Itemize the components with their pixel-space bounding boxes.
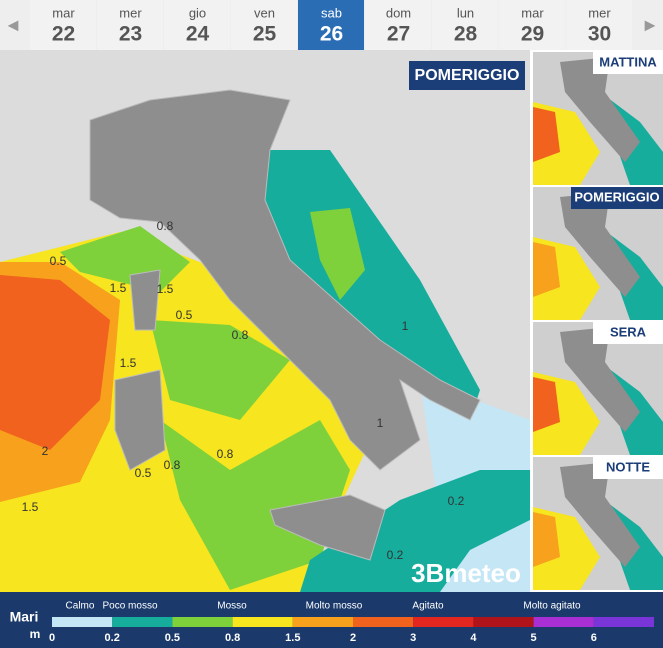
day-tab[interactable] [30,0,96,50]
legend-swatch [353,617,414,627]
day-number: 27 [387,23,410,46]
day-number: 22 [52,23,75,46]
contour-label: 1.5 [110,281,127,295]
thumb-land [560,192,640,297]
legend-class: Molto mosso [306,601,363,612]
contour-label: 0.5 [176,308,193,322]
day-number: 25 [253,23,277,46]
legend-title: Mari [10,609,39,625]
thumb-label: MATTINA [599,54,657,69]
day-tab[interactable] [566,0,632,50]
legend-swatch [172,617,233,627]
contour-label: 0.8 [217,447,234,461]
thumb-label: NOTTE [606,459,650,474]
legend-swatch [292,617,353,627]
day-tab[interactable] [432,0,498,50]
period-label: POMERIGGIO [415,67,520,84]
weekday: gio [189,5,206,20]
legend-unit: m [30,627,41,641]
contour-label: 0.8 [232,328,249,342]
day-tab[interactable] [231,0,297,50]
contour-label: 0.8 [157,219,174,233]
contour-label: 1.5 [22,500,39,514]
weekday: lun [457,5,474,20]
prev-arrow[interactable]: ◀ [8,17,19,33]
day-tab[interactable] [499,0,565,50]
main-map [0,50,530,592]
contour-label: 0.2 [448,494,465,508]
contour-label: 1 [402,319,409,333]
day-number: 24 [186,23,210,46]
contour-label: 1 [377,416,384,430]
legend-class: Mosso [217,601,247,612]
day-number: 29 [521,23,544,46]
day-number: 30 [588,23,611,46]
weekday: mar [521,5,544,20]
legend-swatch [593,617,654,627]
legend-tick: 6 [591,632,597,644]
contour-label: 0.2 [387,548,404,562]
legend-tick: 2 [350,632,356,644]
contour-label: 1.5 [120,356,137,370]
legend-swatch [533,617,594,627]
period-badge [409,61,525,90]
day-tab[interactable] [164,0,230,50]
legend-tick: 0.8 [225,632,240,644]
thumb-label: SERA [610,324,647,339]
legend-tick: 0.2 [105,632,120,644]
day-number: 28 [454,23,478,46]
weekday: mer [588,5,611,20]
legend-swatch [232,617,293,627]
legend-class: Calmo [66,601,95,612]
day-number: 26 [320,23,343,46]
legend-tick: 3 [410,632,416,644]
thumb-sea [533,107,560,162]
legend-tick: 5 [531,632,537,644]
legend-tick: 1.5 [285,632,300,644]
legend-class: Poco mosso [102,601,157,612]
thumb-land [560,462,640,567]
legend-tick: 0.5 [165,632,180,644]
thumb-badge [593,457,663,479]
day-number: 23 [119,23,142,46]
legend-swatch [413,617,474,627]
thumb-badge [593,322,663,344]
legend-class: Molto agitato [523,601,581,612]
legend-swatch [473,617,534,627]
contour-label: 2 [42,444,49,458]
thumb-land [560,327,640,432]
thumb-label: POMERIGGIO [574,189,659,204]
thumb-badge [593,52,663,74]
day-tab[interactable] [97,0,163,50]
contour-label: 0.8 [164,458,181,472]
legend-tick: 0 [49,632,55,644]
weekday: mar [52,5,75,20]
legend-swatch [52,617,113,627]
day-tab[interactable] [298,0,364,50]
contour-label: 0.5 [50,254,67,268]
contour-label: 1.5 [157,282,174,296]
thumb-sea [533,242,560,297]
logo: 3Bmeteo [411,558,521,588]
weekday: mer [119,5,142,20]
weekday: dom [386,5,411,20]
contour-label: 0.5 [135,466,152,480]
day-tab[interactable] [365,0,431,50]
thumb-sea [533,377,560,432]
thumb-badge [571,187,663,209]
thumb-sea [533,512,560,567]
next-arrow[interactable]: ▶ [645,17,656,33]
legend-swatch [112,617,173,627]
legend-tick: 4 [470,632,477,644]
weekday: ven [254,5,275,20]
weekday: sab [321,5,342,20]
thumb-land [560,57,640,162]
legend-class: Agitato [412,601,444,612]
